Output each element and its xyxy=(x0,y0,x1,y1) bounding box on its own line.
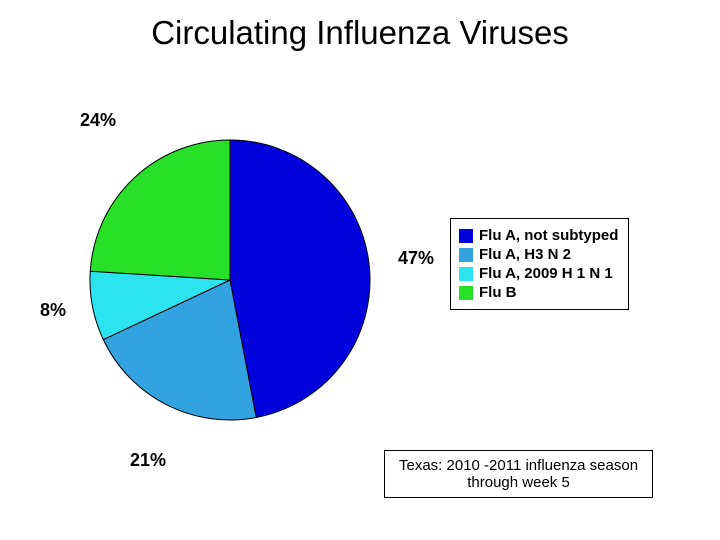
legend-swatch-icon xyxy=(459,248,473,262)
legend-item: Flu B xyxy=(459,284,618,301)
pie-slice xyxy=(90,140,230,280)
legend-label: Flu A, H3 N 2 xyxy=(479,246,571,263)
caption-line-2: through week 5 xyxy=(399,474,638,491)
pie-slice xyxy=(103,280,256,420)
legend: Flu A, not subtyped Flu A, H3 N 2 Flu A, 2… xyxy=(450,218,629,310)
legend-label: Flu A, not subtyped xyxy=(479,227,618,244)
legend-item: Flu A, not subtyped xyxy=(459,227,618,244)
pie-slice-label: 47% xyxy=(398,248,434,269)
legend-label: Flu A, 2009 H 1 N 1 xyxy=(479,265,613,282)
legend-swatch-icon xyxy=(459,229,473,243)
legend-item: Flu A, H3 N 2 xyxy=(459,246,618,263)
legend-label: Flu B xyxy=(479,284,517,301)
caption-box: Texas: 2010 -2011 influenza season throu… xyxy=(384,450,653,498)
pie-slice-label: 8% xyxy=(40,300,66,321)
pie-slice xyxy=(230,140,370,418)
legend-item: Flu A, 2009 H 1 N 1 xyxy=(459,265,618,282)
pie-slice-label: 21% xyxy=(130,450,166,471)
caption-line-1: Texas: 2010 -2011 influenza season xyxy=(399,457,638,474)
pie-slice xyxy=(90,271,230,339)
legend-swatch-icon xyxy=(459,286,473,300)
pie-slice-label: 24% xyxy=(80,110,116,131)
chart-title-text: Circulating Influenza Viruses xyxy=(151,14,569,51)
chart-title: Circulating Influenza Viruses xyxy=(0,14,720,52)
legend-swatch-icon xyxy=(459,267,473,281)
